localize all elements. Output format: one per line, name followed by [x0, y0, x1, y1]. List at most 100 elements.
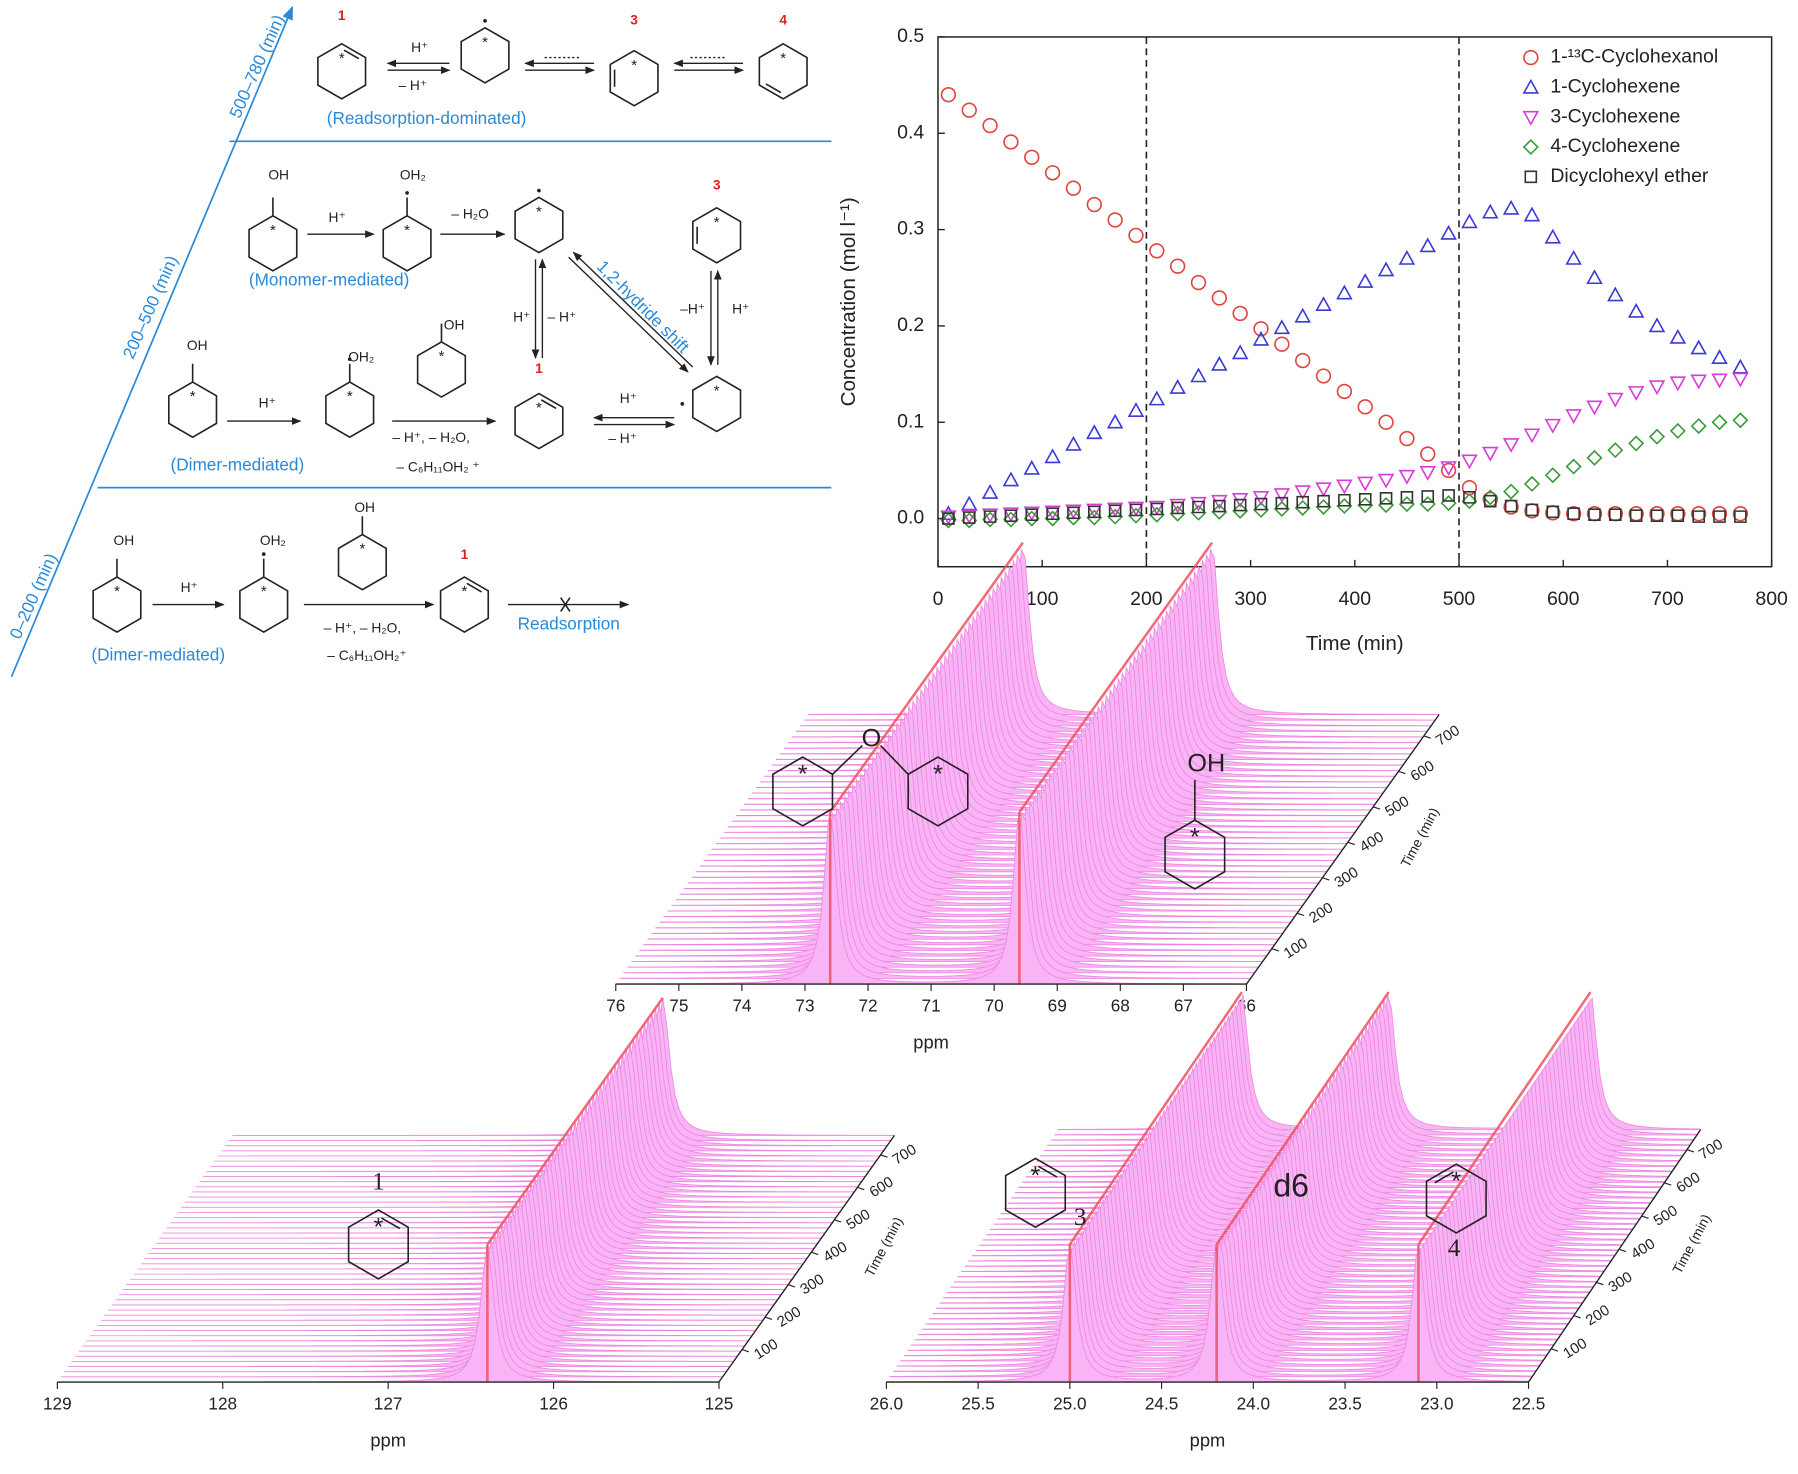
- z-axis-label: Time (min): [862, 1215, 906, 1280]
- spectrum-trace: [133, 1136, 797, 1275]
- x-tick-label: 128: [208, 1393, 237, 1413]
- arrow: [572, 251, 694, 368]
- data-point: [1315, 368, 1332, 384]
- data-point: [1503, 483, 1520, 500]
- data-point: [1379, 492, 1393, 505]
- spectrum-trace: [203, 1038, 866, 1177]
- spectrum-trace: [78, 1213, 742, 1352]
- z-tick: [1373, 806, 1381, 810]
- spectrum-trace: [97, 1187, 760, 1326]
- data-point: [1211, 290, 1228, 306]
- data-point: [1546, 505, 1560, 519]
- spectrum-trace: [195, 1049, 859, 1188]
- spectrum-trace: [140, 1126, 804, 1265]
- reagent: – C₆H₁₁OH₂ ⁺: [396, 460, 479, 475]
- data-point: [1190, 504, 1207, 521]
- data-point: [1482, 446, 1499, 462]
- ring: [692, 375, 742, 433]
- annotation: O: [862, 725, 882, 753]
- mechanism-label: (Dimer-mediated): [91, 645, 225, 665]
- spectrum-trace: [130, 1141, 793, 1280]
- data-point: [1004, 509, 1018, 522]
- data-point: [1315, 482, 1332, 498]
- x-axis-label: ppm: [913, 1032, 949, 1053]
- data-point: [1711, 373, 1728, 389]
- isomer-number: 4: [779, 13, 787, 28]
- x-tick-label: 127: [374, 1393, 403, 1413]
- data-point: [1711, 506, 1728, 522]
- label-star: *: [482, 35, 488, 51]
- spectrum-trace: [166, 1090, 830, 1229]
- data-point: [1565, 458, 1582, 475]
- data-point: [1419, 466, 1436, 481]
- spectrum-trace: [108, 1172, 771, 1311]
- legend-label: 4-Cyclohexene: [1550, 135, 1680, 157]
- note: Readsorption: [518, 614, 620, 634]
- ring: [1004, 1157, 1067, 1229]
- z-tick: [1618, 1248, 1627, 1253]
- data-point: [940, 87, 957, 103]
- spectrum-trace: [75, 1218, 738, 1357]
- spectra: [885, 994, 1701, 1383]
- label-star: *: [714, 215, 720, 231]
- z-tick: [1664, 1182, 1672, 1186]
- group-label: OH₂: [260, 533, 286, 548]
- reagent: – H⁺: [548, 310, 577, 325]
- x-tick-label: 69: [1048, 996, 1067, 1016]
- spectrum-trace: [188, 1059, 851, 1198]
- spectrum-trace: [86, 1203, 749, 1342]
- ring: [325, 381, 375, 439]
- legend-label: Dicyclohexyl ether: [1550, 165, 1709, 187]
- label-star: *: [270, 223, 276, 239]
- data-point: [1711, 414, 1728, 431]
- annotation: 3: [1074, 1204, 1087, 1231]
- data-point: [1107, 212, 1123, 228]
- y-tick-label: 0.4: [897, 121, 924, 143]
- z-tick-label: 400: [821, 1239, 851, 1266]
- x-axis-label: Time (min): [1306, 632, 1404, 655]
- spectrum-trace: [60, 1239, 724, 1378]
- data-point: [1627, 302, 1645, 318]
- z-axis-label: Time (min): [1398, 805, 1442, 870]
- x-tick-label: 600: [1547, 588, 1580, 610]
- data-point: [1377, 261, 1395, 277]
- data-point: [1023, 506, 1041, 522]
- spectrum-trace: [214, 1023, 877, 1162]
- spectrum-trace: [679, 727, 1312, 895]
- label-star: *: [631, 58, 637, 74]
- data-point: [1523, 206, 1541, 222]
- isomer-number: 1: [461, 547, 469, 562]
- data-point: [1044, 505, 1061, 521]
- data-point: [1065, 509, 1082, 526]
- spectrum-trace: [100, 1182, 764, 1321]
- data-point: [1669, 328, 1687, 344]
- z-tick: [834, 1219, 842, 1223]
- data-point: [1565, 249, 1582, 265]
- data-point: [1669, 422, 1686, 439]
- spectrum-trace: [177, 1074, 840, 1213]
- ring: [772, 756, 834, 827]
- data-point: [1046, 507, 1059, 521]
- spectrum-trace: [122, 1151, 786, 1290]
- data-point: [1690, 418, 1707, 435]
- spectrum-trace: [82, 1208, 745, 1347]
- double-bond: [343, 49, 360, 60]
- data-point: [1356, 273, 1374, 288]
- data-point: [1691, 506, 1707, 522]
- x-tick-label: 74: [732, 996, 752, 1016]
- group-label: OH: [268, 167, 289, 182]
- z-tick: [1423, 735, 1431, 739]
- charge-dot: [537, 188, 541, 193]
- data-point: [1274, 336, 1290, 352]
- data-point: [1317, 494, 1330, 508]
- z-tick-label: 500: [1383, 794, 1413, 821]
- peak-ridge: [1068, 991, 1243, 1383]
- spectrum-trace: [144, 1121, 808, 1260]
- data-point: [1523, 49, 1539, 66]
- spectra: [615, 547, 1440, 985]
- z-tick: [1322, 877, 1330, 881]
- x-tick-label: 26.0: [870, 1393, 903, 1413]
- data-point: [961, 102, 977, 118]
- spectrum-trace: [173, 1079, 837, 1219]
- data-point: [1171, 501, 1184, 515]
